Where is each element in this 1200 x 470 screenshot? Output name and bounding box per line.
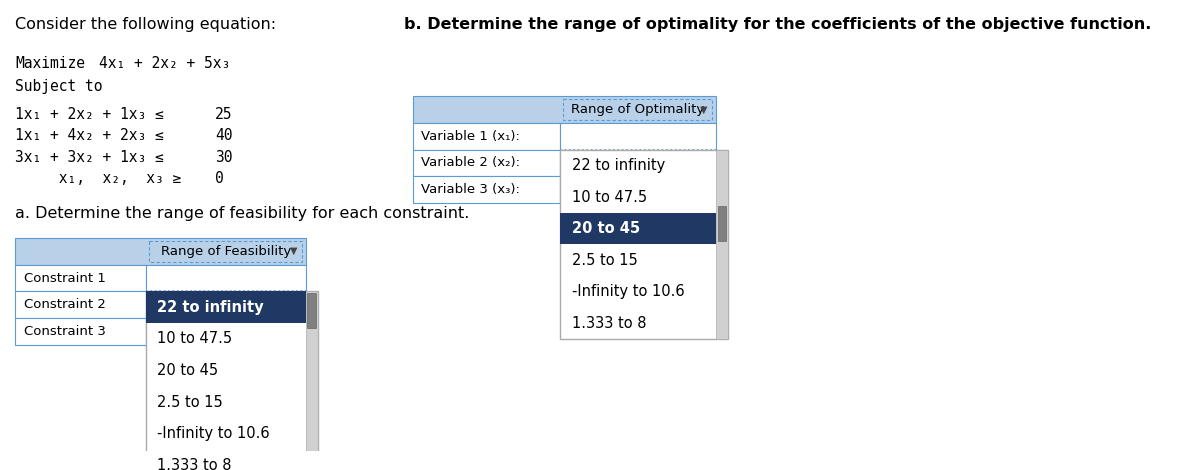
- Text: Constraint 3: Constraint 3: [24, 325, 106, 338]
- FancyBboxPatch shape: [16, 318, 145, 345]
- FancyBboxPatch shape: [560, 123, 716, 149]
- Text: Subject to: Subject to: [16, 78, 103, 94]
- FancyBboxPatch shape: [560, 213, 716, 244]
- Text: a. Determine the range of feasibility for each constraint.: a. Determine the range of feasibility fo…: [16, 206, 469, 221]
- Text: 30: 30: [215, 149, 233, 164]
- FancyBboxPatch shape: [145, 291, 306, 318]
- Text: 2.5 to 15: 2.5 to 15: [572, 253, 637, 268]
- Text: 4x₁ + 2x₂ + 5x₃: 4x₁ + 2x₂ + 5x₃: [100, 55, 230, 70]
- FancyBboxPatch shape: [413, 176, 560, 203]
- Text: 1x₁ + 2x₂ + 1x₃ ≤: 1x₁ + 2x₂ + 1x₃ ≤: [16, 107, 164, 122]
- FancyBboxPatch shape: [560, 176, 716, 203]
- FancyBboxPatch shape: [16, 265, 145, 291]
- Text: x₁,  x₂,  x₃ ≥: x₁, x₂, x₃ ≥: [16, 171, 181, 186]
- Text: -Infinity to 10.6: -Infinity to 10.6: [572, 284, 684, 299]
- Text: 1x₁ + 4x₂ + 2x₃ ≤: 1x₁ + 4x₂ + 2x₃ ≤: [16, 128, 164, 143]
- FancyBboxPatch shape: [307, 293, 316, 328]
- FancyBboxPatch shape: [16, 291, 145, 318]
- Text: Range of Optimality: Range of Optimality: [571, 103, 704, 116]
- FancyBboxPatch shape: [145, 291, 318, 470]
- Text: Constraint 1: Constraint 1: [24, 272, 106, 284]
- Text: 2.5 to 15: 2.5 to 15: [157, 395, 223, 410]
- Text: Consider the following equation:: Consider the following equation:: [16, 17, 276, 32]
- Text: 0: 0: [215, 171, 223, 186]
- FancyBboxPatch shape: [306, 291, 318, 470]
- Text: 22 to infinity: 22 to infinity: [157, 300, 264, 315]
- Text: Variable 2 (x₂):: Variable 2 (x₂):: [421, 157, 520, 170]
- Text: Variable 3 (x₃):: Variable 3 (x₃):: [421, 183, 520, 196]
- FancyBboxPatch shape: [718, 206, 726, 241]
- Text: 22 to infinity: 22 to infinity: [572, 158, 665, 173]
- Text: Range of Feasibility: Range of Feasibility: [161, 245, 290, 258]
- Text: 1.333 to 8: 1.333 to 8: [157, 458, 232, 470]
- Text: 10 to 47.5: 10 to 47.5: [572, 189, 647, 204]
- Text: 10 to 47.5: 10 to 47.5: [157, 331, 233, 346]
- FancyBboxPatch shape: [145, 265, 306, 291]
- Text: 3x₁ + 3x₂ + 1x₃ ≤: 3x₁ + 3x₂ + 1x₃ ≤: [16, 149, 164, 164]
- FancyBboxPatch shape: [560, 149, 716, 176]
- Text: Maximize: Maximize: [16, 55, 85, 70]
- Text: 1.333 to 8: 1.333 to 8: [572, 316, 647, 331]
- FancyBboxPatch shape: [145, 291, 306, 323]
- FancyBboxPatch shape: [413, 96, 716, 123]
- Text: b. Determine the range of optimality for the coefficients of the objective funct: b. Determine the range of optimality for…: [404, 17, 1152, 32]
- Text: Constraint 2: Constraint 2: [24, 298, 106, 311]
- FancyBboxPatch shape: [560, 149, 727, 339]
- Text: 20 to 45: 20 to 45: [157, 363, 218, 378]
- Text: 20 to 45: 20 to 45: [572, 221, 640, 236]
- FancyBboxPatch shape: [716, 149, 727, 339]
- FancyBboxPatch shape: [16, 238, 306, 265]
- FancyBboxPatch shape: [413, 123, 560, 149]
- Text: ▼: ▼: [290, 246, 298, 256]
- Text: 40: 40: [215, 128, 233, 143]
- Text: -Infinity to 10.6: -Infinity to 10.6: [157, 426, 270, 441]
- Text: 25: 25: [215, 107, 233, 122]
- Text: Variable 1 (x₁):: Variable 1 (x₁):: [421, 130, 520, 142]
- Text: ▼: ▼: [701, 104, 708, 114]
- FancyBboxPatch shape: [413, 149, 560, 176]
- FancyBboxPatch shape: [145, 318, 306, 345]
